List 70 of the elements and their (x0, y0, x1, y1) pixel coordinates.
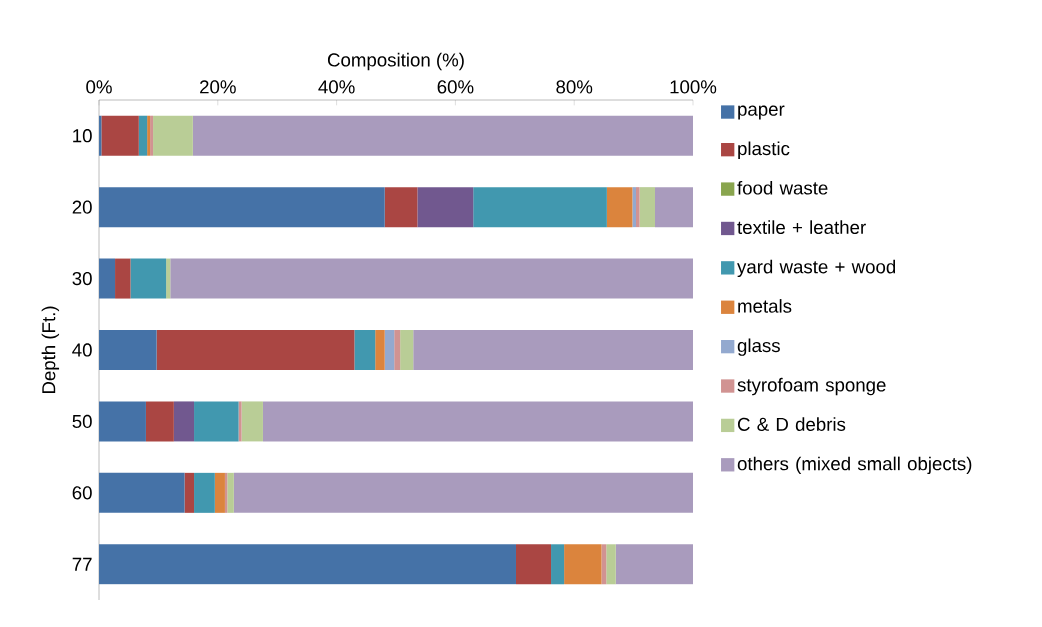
legend-label: metals (738, 299, 792, 313)
bar (354, 330, 376, 370)
bar (101, 115, 139, 156)
bar (99, 187, 385, 228)
bar (564, 544, 602, 585)
bar (192, 115, 693, 156)
bar (184, 472, 195, 513)
bar (262, 401, 693, 442)
legend-label: food waste (737, 180, 828, 195)
bar (99, 258, 116, 299)
bar (384, 330, 395, 370)
bar (241, 401, 263, 442)
bar (194, 472, 215, 513)
legend-label: C & D debris (737, 417, 846, 431)
y-tick-label: 77 (72, 557, 92, 571)
y-tick-label: 40 (72, 343, 92, 357)
y-tick-label: 20 (72, 200, 92, 214)
bar (606, 187, 633, 228)
bar (130, 258, 167, 299)
bar (400, 330, 414, 370)
x-tick-label: 40% (318, 80, 355, 94)
bar (138, 115, 148, 156)
bar (606, 544, 616, 585)
bar (99, 544, 516, 585)
x-tick-label: 100% (670, 80, 717, 94)
bar (173, 401, 195, 442)
bar (394, 330, 401, 370)
bar (551, 544, 565, 585)
bar (115, 258, 131, 299)
x-tick-label: 0% (86, 80, 112, 94)
bar (384, 187, 418, 228)
bar (417, 187, 474, 228)
y-tick-label: 50 (72, 414, 92, 429)
legend-label: plastic (738, 141, 790, 159)
bar (473, 187, 607, 228)
bar (635, 187, 640, 228)
bar (233, 472, 693, 513)
bar (654, 187, 693, 228)
legend-label: others (mixed small objects) (737, 456, 972, 475)
bar (227, 472, 234, 513)
x-tick-label: 80% (556, 80, 593, 94)
y-tick-label: 30 (72, 271, 92, 286)
bar (238, 401, 242, 442)
legend-label: textile + leather (737, 220, 866, 235)
bar (99, 330, 157, 370)
bar (632, 187, 636, 228)
bar (156, 330, 355, 370)
bar (166, 258, 171, 299)
bar (170, 258, 693, 299)
x-tick-label: 20% (200, 80, 236, 94)
x-axis-title: Composition (%) (327, 52, 464, 71)
x-tick-label: 60% (437, 80, 474, 94)
bar (194, 401, 239, 442)
bar (615, 544, 693, 585)
bar (375, 330, 385, 370)
bar (515, 544, 552, 585)
legend-label: styrofoam sponge (737, 377, 886, 396)
y-axis-title: Depth (Ft.) (41, 306, 60, 394)
y-tick-label: 10 (73, 129, 92, 143)
bar (214, 472, 225, 513)
bar (639, 187, 655, 228)
legend-label: yard waste + wood (737, 259, 896, 278)
y-tick-label: 60 (72, 486, 92, 500)
bar (99, 401, 146, 442)
bar (153, 115, 193, 156)
legend-label: glass (737, 338, 780, 356)
bar (413, 330, 693, 370)
legend-label: paper (738, 105, 785, 120)
bar (145, 401, 174, 442)
bar (99, 472, 185, 513)
